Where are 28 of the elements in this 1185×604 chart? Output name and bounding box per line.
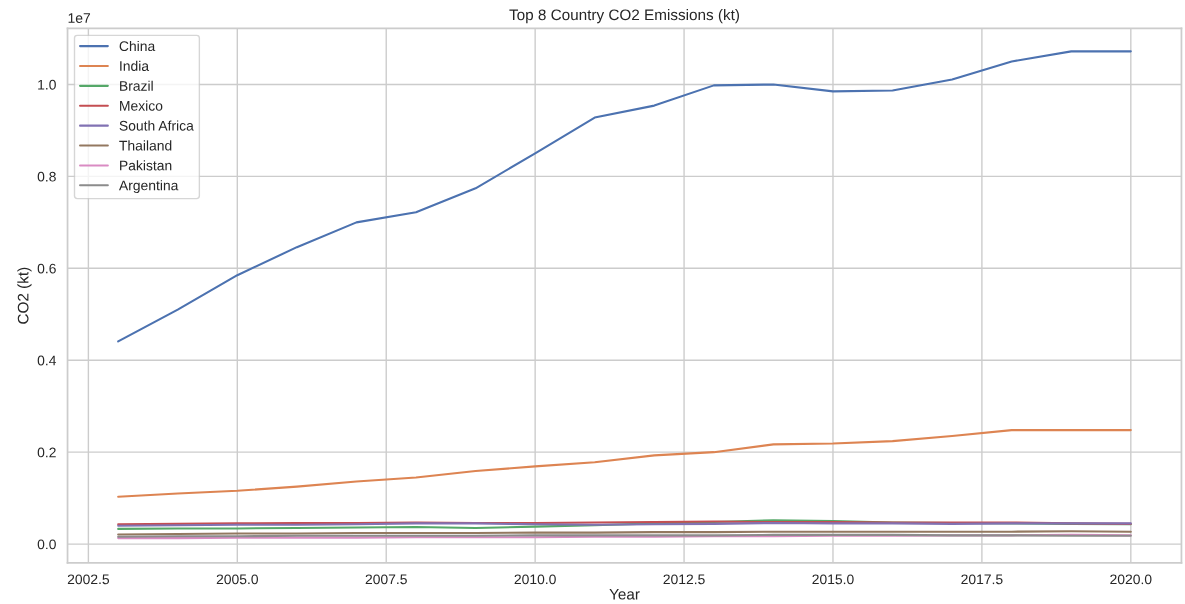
x-tick-label: 2012.5 xyxy=(663,574,705,585)
x-axis-title: Year xyxy=(609,588,640,600)
x-tick-label: 2007.5 xyxy=(365,574,407,585)
x-tick-label: 2005.0 xyxy=(216,574,259,585)
line-series xyxy=(117,50,1132,343)
y-tick-label: 0.4 xyxy=(37,355,57,366)
legend-label: South Africa xyxy=(119,120,194,131)
legend-label: Brazil xyxy=(120,80,153,91)
x-tick-label: 2017.5 xyxy=(961,574,1003,585)
y-tick-label: 0.2 xyxy=(37,447,56,458)
chart-title: Top 8 Country CO2 Emissions (kt) xyxy=(509,8,740,24)
legend-label: Argentina xyxy=(118,180,179,194)
x-tick-label: 2010.0 xyxy=(514,574,556,585)
y-tick-label: 0.8 xyxy=(37,171,56,182)
legend-label: Pakistan xyxy=(120,160,172,171)
legend-label: China xyxy=(119,40,156,52)
y-tick-label: 0.0 xyxy=(37,539,56,550)
y-axis-title: CO2 (kt) xyxy=(17,267,32,324)
x-tick-label: 2002.5 xyxy=(67,574,110,585)
x-tick-label: 2020.0 xyxy=(1110,574,1152,585)
line-series xyxy=(117,429,1132,498)
x-tick-label: 2015.0 xyxy=(812,574,854,585)
text: 1e7 xyxy=(68,13,91,23)
legend-label: Mexico xyxy=(120,100,163,111)
legend-label: Thailand xyxy=(119,140,172,151)
y-tick-label: 0.6 xyxy=(37,263,56,274)
legend-label: India xyxy=(120,60,150,71)
y-tick-label: 1.0 xyxy=(38,79,56,90)
